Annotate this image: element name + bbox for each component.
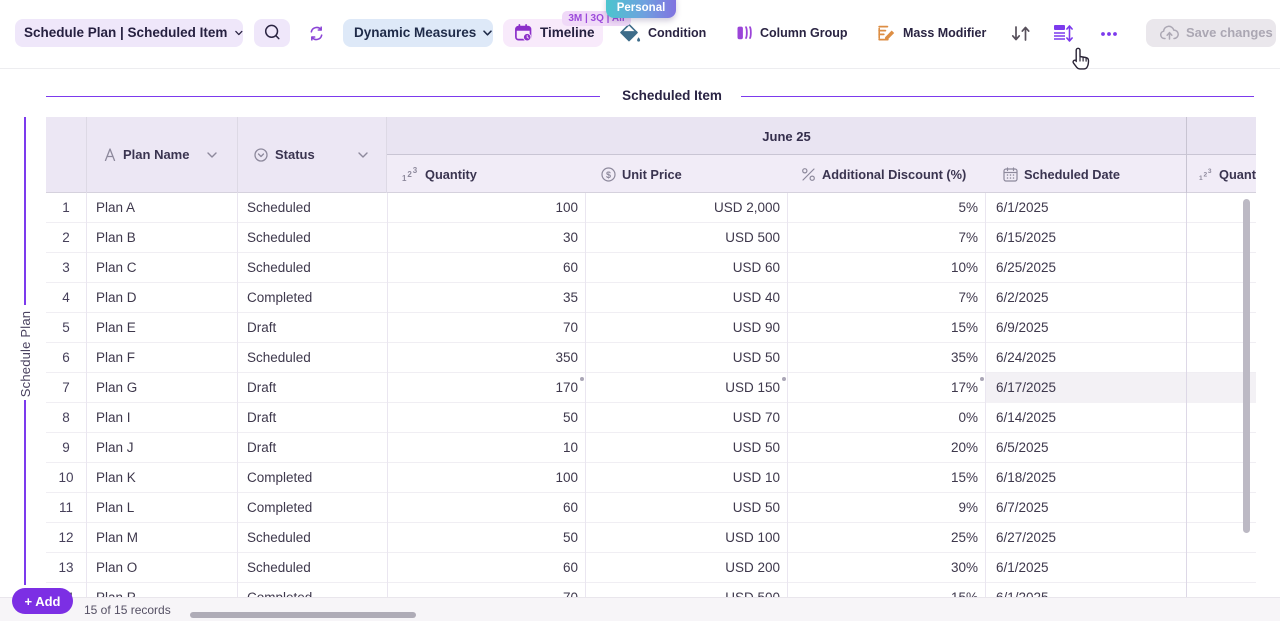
svg-text:3: 3 bbox=[413, 166, 418, 175]
svg-text:$: $ bbox=[606, 170, 611, 180]
svg-text:2: 2 bbox=[1203, 171, 1207, 178]
svg-text:1: 1 bbox=[402, 174, 407, 182]
svg-text:1: 1 bbox=[1199, 175, 1203, 182]
svg-text:2: 2 bbox=[407, 170, 412, 179]
svg-text:3: 3 bbox=[1208, 168, 1212, 175]
